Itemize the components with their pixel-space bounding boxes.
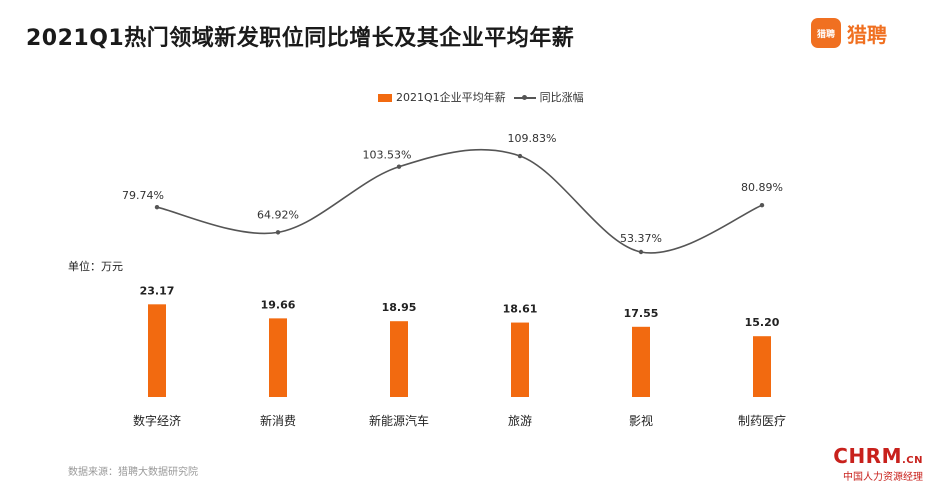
line-point (154, 204, 160, 210)
bar (269, 318, 287, 397)
watermark-sub: 中国人力资源经理 (843, 472, 923, 483)
bar (753, 336, 771, 397)
line-point (396, 164, 402, 169)
line-point (759, 203, 765, 208)
page-title: 2021Q1热门领域新发职位同比增长及其企业平均年薪 (26, 26, 575, 51)
growth-line (156, 148, 763, 254)
line-value-label: 79.74% (122, 189, 164, 202)
line-point (638, 249, 644, 255)
brand-icon: 猎聘 (811, 18, 841, 48)
brand-logo: 猎聘 猎聘 (811, 18, 887, 48)
bar (148, 304, 166, 397)
line-value-label: 109.83% (508, 132, 557, 145)
watermark-main: CHRM (833, 444, 902, 468)
category-label: 数字经济 (133, 413, 181, 428)
category-label: 制药医疗 (738, 414, 786, 428)
bar (511, 322, 529, 397)
bar-value-label: 17.55 (624, 307, 659, 320)
source-note: 数据来源：猎聘大数据研究院 (68, 467, 198, 478)
line-value-label: 103.53% (363, 149, 412, 162)
legend-line-entry: 同比涨幅 (513, 89, 584, 105)
brand-name: 猎聘 (847, 22, 887, 47)
legend-bar-entry: 2021Q1企业平均年薪 (378, 89, 506, 105)
bar-value-label: 18.95 (382, 301, 417, 314)
chrm-watermark: CHRM.CN 中国人力资源经理 (833, 444, 923, 483)
bar-value-label: 19.66 (261, 298, 296, 311)
line-value-label: 53.37% (620, 232, 662, 245)
bar (390, 321, 408, 397)
chart-legend: 2021Q1企业平均年薪 同比涨幅 (378, 89, 584, 105)
legend-line-swatch (513, 95, 536, 100)
line-value-label: 64.92% (257, 208, 299, 221)
watermark-suffix: .CN (901, 455, 923, 466)
legend-bar-swatch (378, 94, 392, 102)
line-value-label: 80.89% (741, 181, 783, 194)
category-label: 影视 (629, 413, 653, 428)
bar-value-label: 23.17 (140, 284, 175, 297)
legend-bar-label: 2021Q1企业平均年薪 (396, 91, 506, 104)
bar-value-label: 18.61 (503, 303, 538, 316)
category-label: 新消费 (260, 413, 296, 428)
category-label: 新能源汽车 (369, 413, 429, 428)
unit-label: 单位：万元 (68, 260, 123, 273)
legend-line-label: 同比涨幅 (539, 91, 584, 104)
line-point (275, 230, 281, 235)
bar-value-label: 15.20 (745, 316, 780, 329)
category-label: 旅游 (508, 414, 532, 428)
bar (632, 326, 650, 397)
line-point (517, 153, 523, 159)
